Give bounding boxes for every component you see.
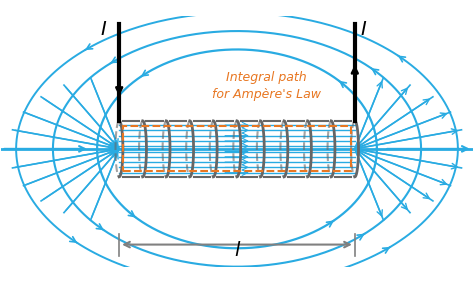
Bar — [123, 127, 351, 171]
Text: Integral path
for Ampère's Law: Integral path for Ampère's Law — [212, 71, 321, 101]
Text: l: l — [234, 241, 240, 260]
Text: I: I — [361, 20, 366, 39]
Text: I: I — [101, 20, 107, 39]
